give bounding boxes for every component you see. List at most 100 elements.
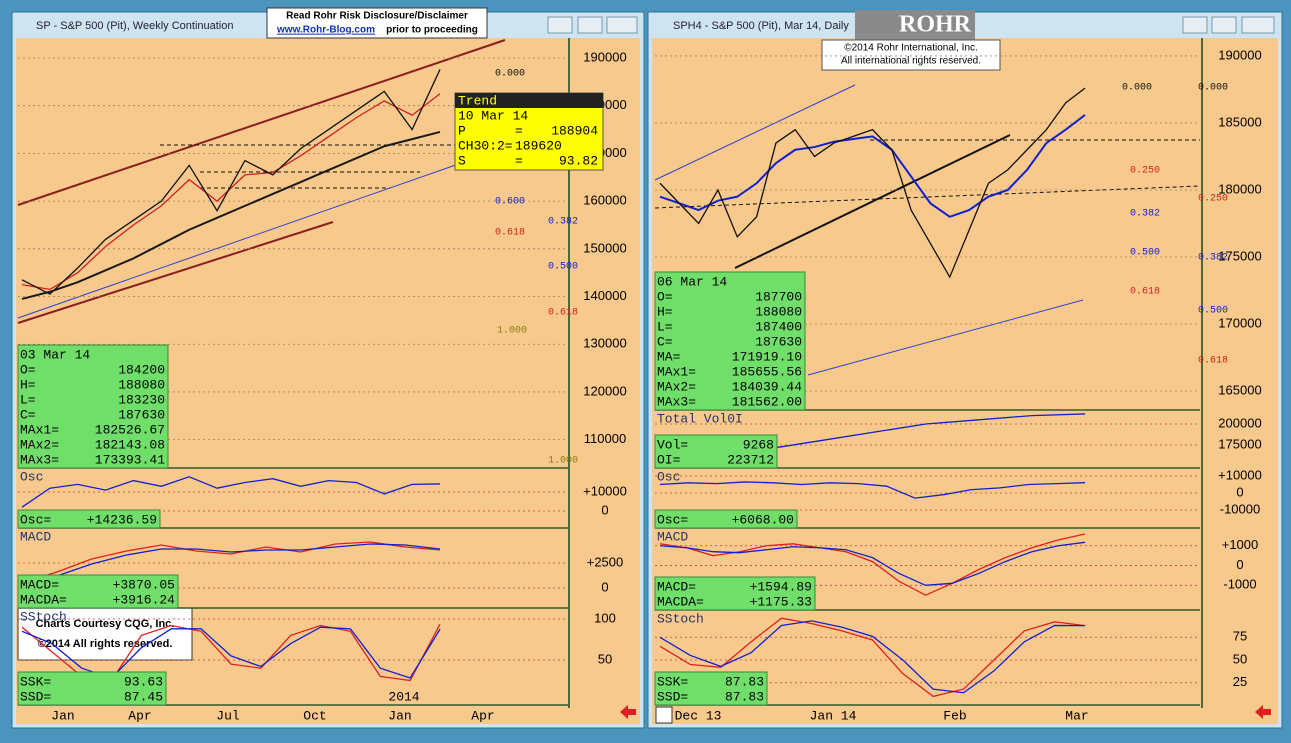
y-tick-label: -10000 xyxy=(1220,501,1260,516)
y-tick-label: +1000 xyxy=(1222,537,1259,552)
x-tick-label: Jan 14 xyxy=(810,708,857,723)
channel-lines xyxy=(17,39,1084,376)
info-value: 188080 xyxy=(755,304,802,319)
fib-label: 0.500 xyxy=(548,262,578,273)
info-key: SSD= xyxy=(657,689,688,704)
series-line xyxy=(21,130,441,300)
info-value: 182143.08 xyxy=(95,437,165,452)
trend-eq: 189620 xyxy=(515,138,562,153)
window-buttons[interactable] xyxy=(547,16,1275,34)
courtesy: ©2014 All rights reserved. xyxy=(38,638,173,650)
trend-title: Trend xyxy=(458,93,497,108)
info-value: +6068.00 xyxy=(732,512,794,527)
copyright: All international rights reserved. xyxy=(841,56,981,67)
info-value: 87.83 xyxy=(725,689,764,704)
info-box xyxy=(654,271,806,411)
y-tick-label: 180000 xyxy=(1218,181,1261,196)
info-key: MACDA= xyxy=(20,592,67,607)
info-value: 187400 xyxy=(755,319,802,334)
y-tick-label: 0 xyxy=(1236,557,1243,572)
info-value: 9268 xyxy=(743,437,774,452)
y-tick-label: 175000 xyxy=(1218,436,1261,451)
y-tick-label: 185000 xyxy=(1218,114,1261,129)
info-key: 06 Mar 14 xyxy=(657,274,727,289)
info-value: 223712 xyxy=(727,452,774,467)
disclaimer-box[interactable] xyxy=(266,7,488,39)
trend-key: P xyxy=(458,123,466,138)
info-value: 87.45 xyxy=(124,689,163,704)
info-box xyxy=(654,671,768,706)
series-line xyxy=(659,541,1086,586)
info-value: 183230 xyxy=(118,392,165,407)
x-tick-label: Mar xyxy=(1065,708,1088,723)
panel-label: MACD xyxy=(20,529,51,544)
y-tick-label: +2500 xyxy=(587,554,624,569)
panel-label: Total Vol0I xyxy=(657,411,743,426)
x-tick-label: Dec 13 xyxy=(675,708,722,723)
info-value: 171919.10 xyxy=(732,349,802,364)
y-tick-label: 160000 xyxy=(583,193,626,208)
info-box xyxy=(17,344,169,469)
info-key: MACD= xyxy=(20,577,59,592)
fib-label: 0.618 xyxy=(1130,287,1160,298)
info-box xyxy=(654,509,798,529)
info-key: H= xyxy=(657,304,673,319)
info-key: MACDA= xyxy=(657,594,704,609)
trend-eq: = xyxy=(515,153,523,168)
link-suffix: prior to proceeding xyxy=(386,25,478,36)
info-value: 184200 xyxy=(118,362,165,377)
info-value: 182526.67 xyxy=(95,422,165,437)
y-tick-label: 170000 xyxy=(1218,315,1261,330)
x-tick-label: Feb xyxy=(943,708,966,723)
info-key: MAx2= xyxy=(20,437,59,452)
info-key: O= xyxy=(20,362,36,377)
fib-label: 0.382 xyxy=(548,217,578,228)
x-tick-label: Jul xyxy=(216,708,240,723)
fib-label: 0.618 xyxy=(1198,356,1228,367)
info-value: 93.63 xyxy=(124,674,163,689)
scroll-box[interactable] xyxy=(655,706,673,724)
info-value: 187630 xyxy=(755,334,802,349)
fib-label: 0.382 xyxy=(1130,209,1160,220)
y-tick-label: 100 xyxy=(594,610,616,625)
info-value: 173393.41 xyxy=(95,452,165,467)
y-tick-label: 165000 xyxy=(1218,382,1261,397)
fib-label: 0.600 xyxy=(495,197,525,208)
trend-header xyxy=(455,93,603,108)
info-key: MAx2= xyxy=(657,379,696,394)
panel-label: Osc xyxy=(657,469,680,484)
y-tick-label: 120000 xyxy=(583,383,626,398)
fib-label: 0.500 xyxy=(1198,306,1228,317)
info-key: MAx3= xyxy=(657,394,696,409)
fib-label: 0.250 xyxy=(1130,166,1160,177)
info-key: MACD= xyxy=(657,579,696,594)
blog-link[interactable]: www.Rohr-Blog.com xyxy=(276,25,375,36)
info-key: Osc= xyxy=(20,512,51,527)
axis-divider xyxy=(568,38,570,708)
scroll-arrow[interactable] xyxy=(620,705,636,719)
info-value: +3916.24 xyxy=(113,592,176,607)
info-box xyxy=(654,576,816,611)
info-value: 181562.00 xyxy=(732,394,802,409)
series-line xyxy=(21,93,441,291)
fib-label: 0.382 xyxy=(1198,253,1228,264)
courtesy: Charts Courtesy CQG, Inc. xyxy=(36,618,175,630)
trend-eq: = xyxy=(515,123,523,138)
y-tick-label: +10000 xyxy=(1218,467,1262,482)
series-line xyxy=(21,476,441,508)
y-tick-label: 110000 xyxy=(584,431,626,446)
scroll-arrow[interactable] xyxy=(1255,705,1271,719)
info-key: SSK= xyxy=(657,674,688,689)
fib-label: 0.618 xyxy=(548,308,578,319)
y-tick-label: 130000 xyxy=(583,336,626,351)
info-value: 185655.56 xyxy=(732,364,802,379)
y-tick-label: 25 xyxy=(1233,674,1247,689)
series-line xyxy=(21,626,441,679)
info-value: +14236.59 xyxy=(87,512,157,527)
y-tick-label: -1000 xyxy=(1223,577,1256,592)
y-tick-label: 175000 xyxy=(1218,248,1261,263)
axis-divider xyxy=(1201,38,1203,708)
fib-label: 0.000 xyxy=(495,69,525,80)
x-tick-label: Apr xyxy=(128,708,151,723)
